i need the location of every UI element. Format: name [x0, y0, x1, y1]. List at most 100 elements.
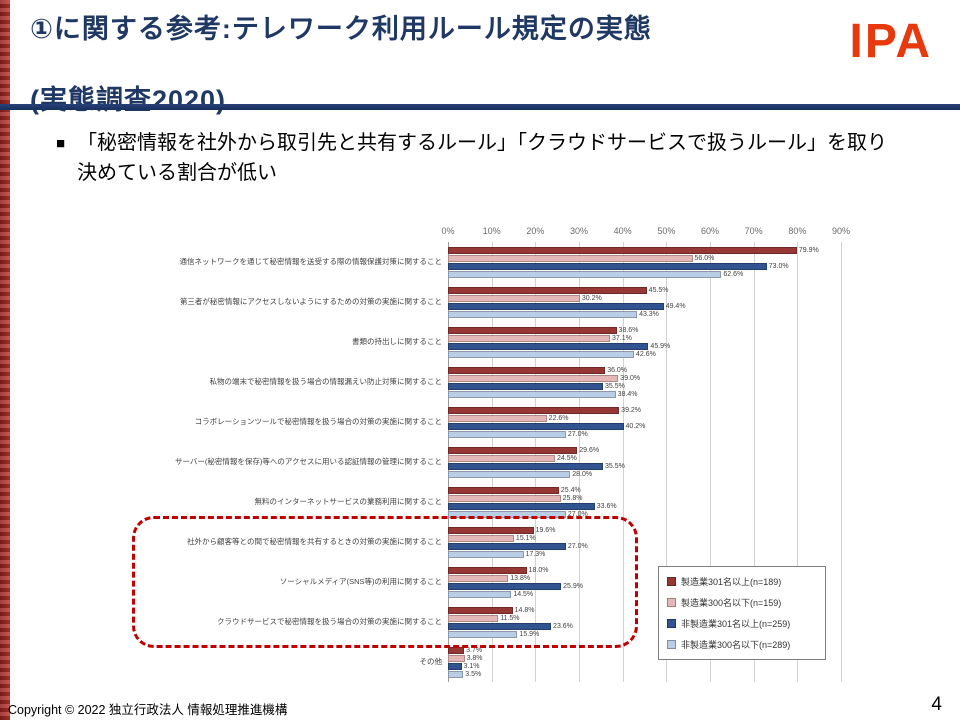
bar-value-label: 29.6%: [579, 446, 600, 454]
bar-wrapper: 29.6%: [448, 446, 841, 454]
bar-wrapper: 37.1%: [448, 334, 841, 342]
bar-wrapper: 40.2%: [448, 422, 841, 430]
ipa-logo: IPA: [849, 15, 932, 68]
bar: [448, 246, 797, 254]
chart-row: その他 3.7% 3.8% 3.1% 3.5%: [138, 642, 843, 682]
bar-wrapper: 56.0%: [448, 254, 841, 262]
bar: [448, 526, 534, 534]
bar-value-label: 3.7%: [466, 646, 483, 654]
axis-tick-label: 30%: [569, 226, 588, 236]
page-title-line2: (実態調査2020): [30, 85, 227, 116]
chart-row: クラウドサービスで秘密情報を扱う場合の対策の実施に関すること 14.8% 11.5%…: [138, 602, 843, 642]
axis-tick-label: 70%: [744, 226, 763, 236]
bar: [448, 270, 722, 278]
bar-value-label: 39.0%: [620, 374, 641, 382]
bar-wrapper: 15.1%: [448, 534, 841, 542]
bar-value-label: 79.9%: [798, 246, 819, 254]
bar-value-label: 19.6%: [535, 526, 556, 534]
bar: [448, 262, 767, 270]
bar-value-label: 25.9%: [563, 582, 583, 590]
bar-value-label: 13.8%: [510, 574, 531, 582]
category-label: ソーシャルメディア(SNS等)の利用に関すること: [279, 576, 442, 586]
axis-tick-label: 80%: [788, 226, 807, 236]
legend-item: 製造業301名以上(n=189): [667, 575, 817, 588]
bar-value-label: 14.5%: [513, 590, 534, 598]
chart-row: コラボレーションツールで秘密情報を扱う場合の対策の実施に関すること 39.2% 22…: [138, 402, 843, 442]
category-label: 通信ネットワークを通じて秘密情報を送受する際の情報保護対策に関すること: [179, 256, 443, 266]
bar-value-label: 27.0%: [567, 510, 588, 518]
bar: [448, 366, 606, 374]
category-label: 第三者が秘密情報にアクセスしないようにするための対策の実施に関すること: [179, 296, 442, 306]
bar-value-label: 42.6%: [636, 350, 656, 358]
gridline: [535, 242, 537, 682]
bar-value-label: 25.4%: [560, 486, 581, 494]
axis-tick-label: 50%: [657, 226, 676, 236]
category-label: 無料のインターネットサービスの業務利用に関すること: [254, 496, 443, 506]
bullet-point: ■ 「秘密情報を社外から取引先と共有するルール」「クラウドサービスで扱うルール」…: [56, 128, 901, 188]
bar-wrapper: 28.0%: [448, 470, 841, 478]
axis-tick-label: 0%: [441, 226, 455, 236]
bar: [448, 566, 527, 574]
bullet-text: 「秘密情報を社外から取引先と共有するルール」「クラウドサービスで扱うルール」を取…: [77, 132, 888, 184]
bar-value-label: 3.8%: [466, 654, 483, 662]
gridline: [666, 242, 668, 682]
bar-group: 45.5% 30.2% 49.4% 43.3%: [448, 286, 841, 318]
bar: [448, 342, 649, 350]
bar-value-label: 35.5%: [605, 462, 625, 470]
bar-value-label: 45.5%: [648, 286, 669, 294]
bar-value-label: 62.6%: [723, 270, 744, 278]
bar-chart: 0% 10% 20% 30% 40% 50% 60% 70% 80% 90% 通信ネットワークを通…: [138, 226, 850, 684]
bar: [448, 454, 555, 462]
bar-wrapper: 39.0%: [448, 374, 841, 382]
bullet-marker-icon: ■: [56, 135, 66, 152]
bar-value-label: 14.8%: [514, 606, 535, 614]
bar-value-label: 3.1%: [463, 662, 480, 670]
gridline: [753, 242, 755, 682]
bar-wrapper: 35.5%: [448, 382, 841, 390]
chart-grid: [448, 242, 842, 682]
bar-wrapper: 30.2%: [448, 294, 841, 302]
bar: [448, 542, 566, 550]
bar: [448, 326, 617, 334]
bar-value-label: 33.6%: [596, 502, 617, 510]
bar-value-label: 49.4%: [665, 302, 686, 310]
bar: [448, 662, 462, 670]
bar-value-label: 15.1%: [515, 534, 536, 542]
bar-wrapper: 33.6%: [448, 502, 841, 510]
legend-swatch: [667, 640, 676, 649]
bar: [448, 622, 552, 630]
category-label: 私物の端末で秘密情報を扱う場合の情報漏えい防止対策に関すること: [209, 376, 443, 386]
bar-wrapper: 19.6%: [448, 526, 841, 534]
legend-label: 非製造業300名以下(n=289): [681, 640, 791, 650]
bar: [448, 334, 610, 342]
bar-wrapper: 27.0%: [448, 542, 841, 550]
bar: [448, 414, 547, 422]
bar-wrapper: 38.4%: [448, 390, 841, 398]
bar: [448, 494, 561, 502]
bar-group: 39.2% 22.6% 40.2% 27.0%: [448, 406, 841, 438]
bar-value-label: 73.0%: [768, 262, 789, 270]
bar-wrapper: 73.0%: [448, 262, 841, 270]
bar-wrapper: 38.6%: [448, 326, 841, 334]
bar-wrapper: 27.0%: [448, 510, 841, 518]
bar: [448, 382, 604, 390]
bar-wrapper: 79.9%: [448, 246, 841, 254]
axis-tick-label: 10%: [482, 226, 501, 236]
axis-tick-label: 20%: [526, 226, 545, 236]
bar-value-label: 43.3%: [639, 310, 659, 318]
bar: [448, 390, 616, 398]
bar-value-label: 56.0%: [694, 254, 715, 262]
bar: [448, 510, 566, 518]
bar-value-label: 38.4%: [617, 390, 638, 398]
category-label: その他: [419, 656, 443, 666]
chart-row: 書類の持出しに関すること 38.6% 37.1% 45.9% 42.6%: [138, 322, 843, 362]
bar-wrapper: 17.3%: [448, 550, 841, 558]
bar: [448, 486, 559, 494]
bar-wrapper: 3.1%: [448, 662, 841, 670]
chart-row: 社外から顧客等との間で秘密情報を共有するときの対策の実施に関すること 19.6% 1…: [138, 522, 843, 562]
legend-item: 非製造業300名以下(n=289): [667, 638, 817, 651]
page-title: ①に関する参考:テレワーク利用ルール規定の実態 (実態調査2020): [30, 12, 652, 119]
category-label: クラウドサービスで秘密情報を扱う場合の対策の実施に関すること: [217, 616, 442, 626]
bar-value-label: 35.5%: [605, 382, 625, 390]
